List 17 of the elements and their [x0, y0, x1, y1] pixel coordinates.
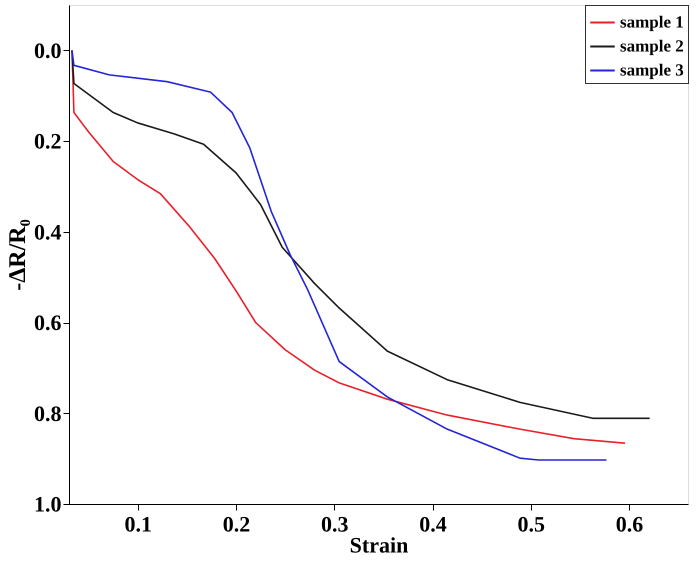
y-tick-label: 0.6	[34, 310, 62, 336]
x-tick-label: 0.3	[321, 512, 349, 536]
x-tick-label: 0.4	[419, 512, 447, 536]
y-tick-label: 0.2	[34, 128, 62, 154]
legend-label: sample 2	[620, 36, 684, 56]
y-tick-label: 0.8	[34, 400, 62, 426]
y-tick-label: 0.0	[34, 38, 62, 63]
y-axis-title: -ΔR/R₀	[5, 219, 31, 291]
x-tick-label: 0.6	[616, 512, 644, 536]
legend-label: sample 1	[620, 12, 684, 32]
x-tick-label: 0.2	[222, 512, 250, 536]
y-tick-label: 1.0	[34, 492, 62, 516]
x-tick-label: 0.1	[124, 512, 152, 536]
legend-label: sample 3	[620, 60, 684, 80]
x-axis-title: Strain	[350, 532, 408, 558]
x-tick-label: 0.5	[518, 512, 546, 536]
y-tick-label: 0.4	[34, 219, 62, 244]
